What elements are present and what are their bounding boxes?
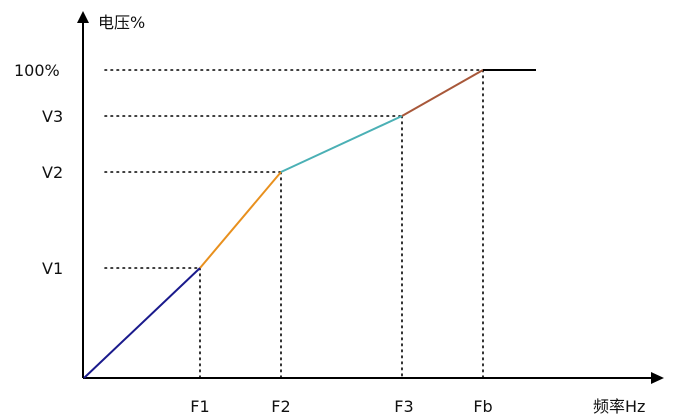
y-tick-top: 100%	[14, 61, 60, 80]
x-tick-f1: F1	[190, 397, 209, 416]
y-tick-v1: V1	[42, 259, 63, 278]
x-tick-fb: Fb	[473, 397, 492, 416]
y-tick-v3: V3	[42, 107, 63, 126]
y-tick-v2: V2	[42, 163, 63, 182]
y-axis-arrow-icon	[77, 11, 89, 23]
curve-segment-origin-f1	[83, 267, 201, 379]
curve-segment-f3-fb	[401, 69, 484, 117]
curve-segment-f1-f2	[199, 171, 282, 269]
y-axis-label: 电压%	[98, 13, 145, 32]
x-tick-f2: F2	[271, 397, 290, 416]
curve-segment-f2-f3	[280, 115, 403, 173]
x-tick-f3: F3	[394, 397, 413, 416]
x-axis-label: 频率Hz	[593, 397, 645, 416]
x-axis-arrow-icon	[651, 372, 664, 384]
